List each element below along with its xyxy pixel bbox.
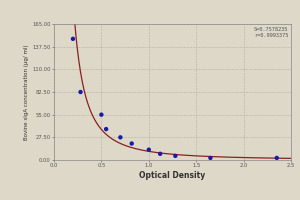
Point bbox=[146, 148, 151, 151]
Point bbox=[78, 90, 83, 94]
Point bbox=[173, 154, 178, 157]
Point bbox=[158, 152, 163, 155]
Point bbox=[208, 156, 213, 160]
Point bbox=[274, 156, 279, 160]
X-axis label: Optical Density: Optical Density bbox=[140, 171, 206, 180]
Point bbox=[99, 113, 104, 116]
Point bbox=[118, 136, 123, 139]
Point bbox=[104, 127, 109, 131]
Point bbox=[129, 142, 134, 145]
Text: S=0.7578235
r=0.9993375: S=0.7578235 r=0.9993375 bbox=[254, 27, 288, 38]
Y-axis label: Bovine sIgA concentration (μg/ ml): Bovine sIgA concentration (μg/ ml) bbox=[24, 44, 29, 140]
Point bbox=[70, 37, 75, 40]
